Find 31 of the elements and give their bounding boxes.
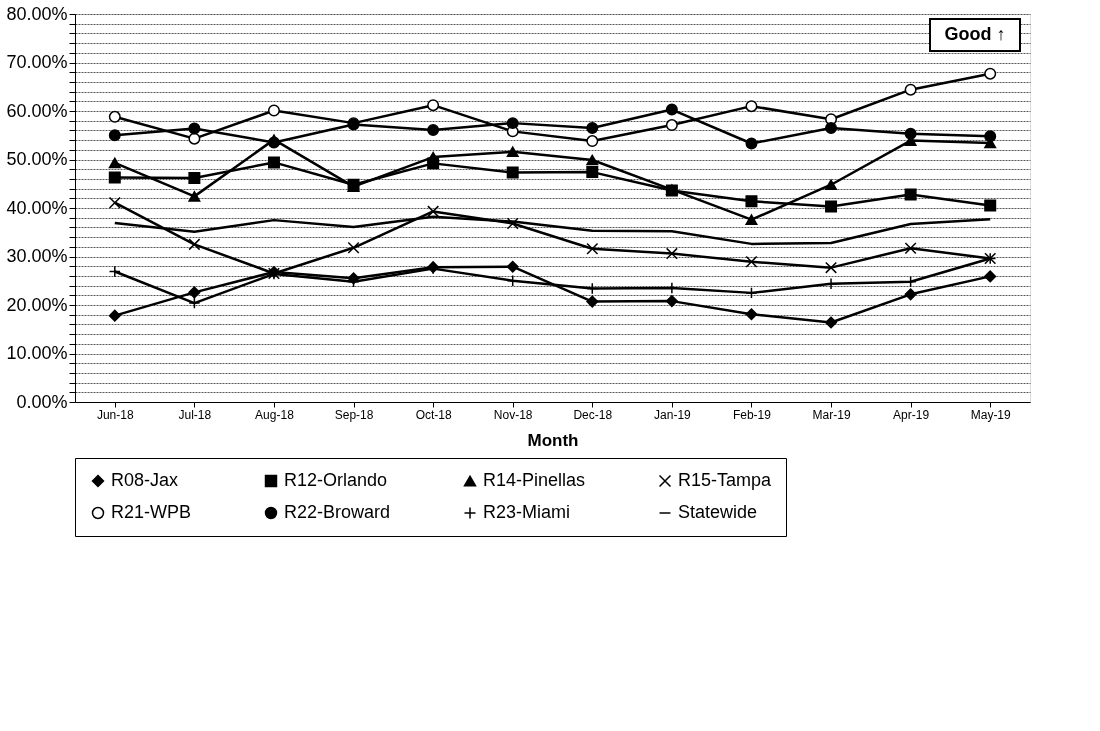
x-tick-label: Jun-18	[96, 407, 134, 422]
y-tick-label: 30.00%	[6, 246, 68, 266]
y-tick-label: 20.00%	[6, 294, 68, 315]
x-tick-label: Feb-19	[732, 407, 772, 422]
legend-label: R23-Miami	[483, 502, 571, 522]
legend-label: R12-Orlando	[284, 470, 388, 490]
legend-label: R21-WPB	[111, 502, 192, 522]
x-tick-label: Nov-18	[493, 407, 533, 422]
x-tick-label: Aug-18	[255, 407, 295, 422]
x-tick-label: Dec-18	[573, 407, 613, 422]
x-tick-label: Apr-19	[893, 407, 930, 422]
x-tick-label: May-19	[970, 407, 1012, 422]
x-tick-label: Sep-18	[334, 407, 374, 422]
y-tick-label: 60.00%	[6, 100, 68, 121]
x-tick-label: Jul-18	[178, 407, 212, 422]
legend-label: R14-Pinellas	[483, 470, 586, 490]
y-tick-label: 40.00%	[6, 197, 68, 218]
annotation: Good ↑	[944, 24, 1006, 44]
y-tick-label: 10.00%	[6, 343, 68, 363]
y-tick-label: 0.00%	[16, 391, 68, 412]
legend-label: R15-Tampa	[678, 470, 773, 490]
legend-label: R08-Jax	[111, 470, 179, 490]
x-tick-label: Jan-19	[654, 407, 692, 422]
y-tick-label: 70.00%	[6, 52, 68, 72]
legend-label: R22-Broward	[284, 502, 391, 522]
x-axis-title: Month	[527, 430, 579, 450]
x-tick-label: Mar-19	[812, 407, 851, 422]
legend-label: Statewide	[678, 502, 758, 522]
x-tick-label: Oct-18	[415, 407, 452, 422]
y-tick-label: 80.00%	[6, 3, 68, 24]
y-tick-label: 50.00%	[6, 149, 68, 169]
